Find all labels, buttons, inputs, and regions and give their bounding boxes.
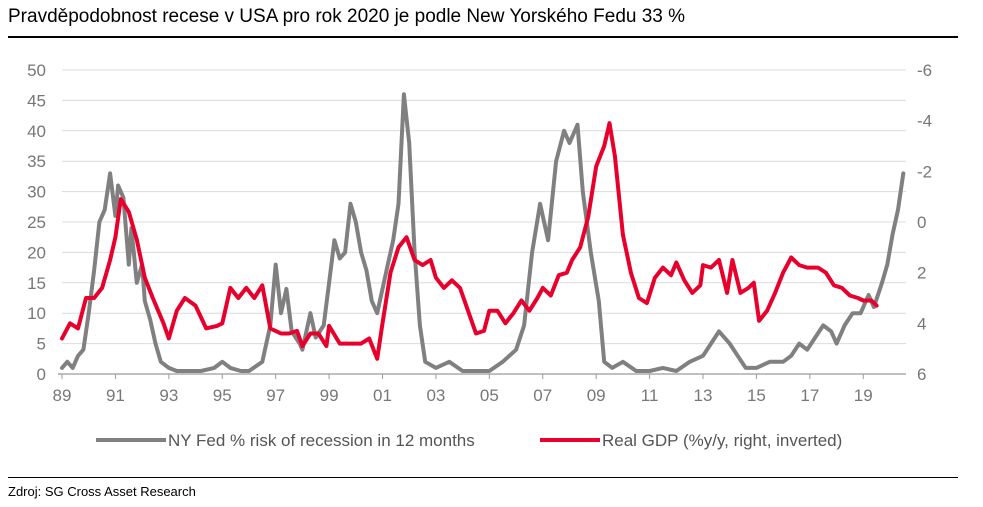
legend-label: Real GDP (%y/y, right, inverted) [602, 431, 842, 450]
series-layer [60, 92, 906, 373]
right-tick-label: -2 [917, 162, 932, 181]
x-tick-label: 13 [694, 386, 713, 405]
x-tick-label: 11 [641, 386, 659, 405]
right-tick-label: -6 [917, 61, 932, 80]
right-tick-label: 2 [917, 264, 926, 283]
series-line-recession-risk [60, 92, 906, 373]
x-tick-label: 15 [747, 386, 766, 405]
left-axis-ticks: 0 5 10 15 20 25 30 35 40 45 50 [27, 61, 46, 384]
left-tick-label: 35 [27, 152, 46, 171]
title-divider [8, 36, 958, 38]
chart-title: Pravděpodobnost recese v USA pro rok 202… [8, 6, 686, 27]
x-tick-label: 97 [266, 386, 285, 405]
left-tick-label: 0 [37, 365, 46, 384]
x-tick-label: 89 [53, 386, 72, 405]
x-tick-label: 91 [106, 386, 125, 405]
left-tick-label: 50 [27, 61, 46, 80]
left-tick-label: 5 [37, 335, 46, 354]
left-tick-label: 20 [27, 243, 46, 262]
series-line-real-gdp [60, 121, 879, 361]
x-tick-label: 03 [426, 386, 445, 405]
right-tick-label: 0 [917, 213, 926, 232]
left-tick-label: 15 [27, 274, 46, 293]
x-tick-label: 93 [159, 386, 178, 405]
x-tick-label: 09 [587, 386, 606, 405]
x-tick-label: 05 [480, 386, 499, 405]
right-axis-ticks: 6 4 2 0 -2 -4 -6 [917, 61, 932, 384]
source-divider [8, 477, 958, 478]
x-tick-label: 95 [213, 386, 232, 405]
legend-label: NY Fed % risk of recession in 12 months [168, 431, 475, 450]
x-tick-label: 17 [800, 386, 819, 405]
left-tick-label: 25 [27, 213, 46, 232]
x-tick-label: 19 [854, 386, 873, 405]
x-tick-label: 99 [320, 386, 339, 405]
x-axis-ticks: 89 91 93 95 97 99 01 03 05 07 09 11 13 15 17 19 [53, 374, 873, 405]
left-tick-label: 40 [27, 122, 46, 141]
right-tick-label: 6 [917, 365, 926, 384]
right-tick-label: 4 [917, 314, 926, 333]
left-tick-label: 45 [27, 91, 46, 110]
grid-lines [58, 69, 906, 375]
left-tick-label: 10 [27, 304, 46, 323]
legend: NY Fed % risk of recession in 12 months R… [96, 431, 842, 450]
right-tick-label: -4 [917, 112, 932, 131]
x-tick-label: 01 [373, 386, 392, 405]
left-tick-label: 30 [27, 183, 46, 202]
x-tick-label: 07 [533, 386, 552, 405]
source-note: Zdroj: SG Cross Asset Research [8, 484, 196, 499]
